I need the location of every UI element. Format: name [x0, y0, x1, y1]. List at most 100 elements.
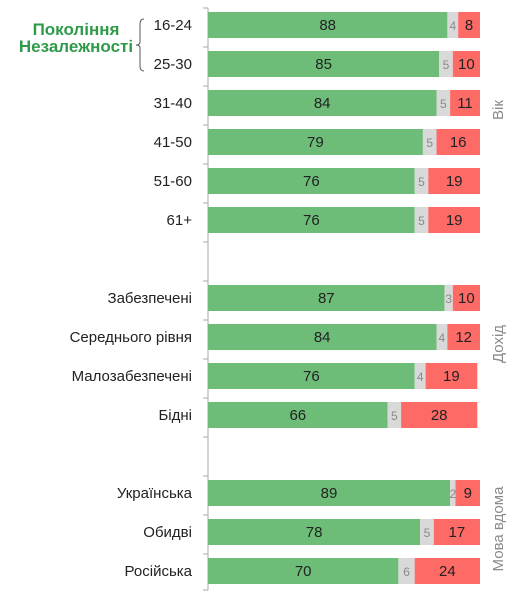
bar-segment-positive	[208, 558, 399, 584]
bar-value-neutral: 5	[424, 526, 431, 540]
bar-value-positive: 88	[319, 17, 336, 34]
highlight-label-line-1: Покоління	[33, 20, 120, 39]
bar-segment-neutral	[450, 480, 456, 506]
bar-value-positive: 76	[303, 368, 320, 385]
category-label: Бідні	[158, 407, 192, 424]
bar-row: 84 4 12	[208, 324, 480, 350]
bar-segment-positive	[208, 12, 448, 38]
bar-value-positive: 66	[289, 407, 306, 424]
bar-segment-neutral	[422, 129, 437, 155]
bar-value-negative: 28	[431, 407, 448, 424]
category-label: 51-60	[154, 173, 192, 190]
group-label: Дохід	[490, 325, 507, 363]
bar-value-neutral: 2	[449, 487, 456, 501]
bar-row: 76 5 19	[208, 168, 480, 194]
bar-row: 78 5 17	[208, 519, 480, 545]
bar-value-negative: 16	[450, 134, 467, 151]
bar-row: 89 2 9	[208, 480, 480, 506]
bar-value-negative: 10	[458, 290, 475, 307]
bar-segment-negative	[455, 480, 480, 506]
bar-segment-negative	[450, 90, 480, 116]
axis-layer	[203, 7, 209, 591]
bar-value-positive: 89	[321, 485, 338, 502]
category-label: Забезпечені	[108, 290, 192, 307]
bar-value-neutral: 5	[391, 409, 398, 423]
bar-row: 66 5 28	[208, 402, 478, 428]
bar-value-negative: 19	[446, 212, 463, 229]
bar-value-neutral: 6	[403, 565, 410, 579]
bar-segment-neutral	[420, 519, 434, 545]
bar-value-neutral: 4	[439, 331, 446, 345]
bar-value-neutral: 4	[417, 370, 424, 384]
bar-value-negative: 9	[464, 485, 472, 502]
bar-value-neutral: 5	[443, 58, 450, 72]
bar-value-positive: 70	[295, 563, 312, 580]
bar-segment-negative	[447, 324, 480, 350]
bar-segment-positive	[208, 480, 451, 506]
bar-segment-positive	[208, 519, 421, 545]
bar-value-positive: 84	[314, 329, 331, 346]
bar-segment-neutral	[398, 558, 415, 584]
bar-value-neutral: 5	[418, 214, 425, 228]
bar-value-negative: 12	[455, 329, 472, 346]
bar-value-positive: 76	[303, 212, 320, 229]
bar-segment-neutral	[436, 90, 451, 116]
bar-value-negative: 17	[449, 524, 466, 541]
category-label: Російська	[125, 563, 193, 580]
highlight-brace	[135, 18, 145, 72]
bar-row: 85 5 10	[208, 51, 480, 77]
bar-segment-negative	[425, 363, 478, 389]
bar-value-negative: 10	[458, 56, 475, 73]
bar-value-positive: 76	[303, 173, 320, 190]
label-layer: 16-24 25-30 31-40 41-50 51-60 61+ Забезпечені С…	[70, 17, 507, 580]
bar-segment-positive	[208, 90, 437, 116]
bar-segment-negative	[452, 51, 480, 77]
category-label: Українська	[117, 485, 193, 502]
bar-segment-neutral	[447, 12, 459, 38]
bar-value-neutral: 4	[449, 19, 456, 33]
bar-segment-positive	[208, 129, 423, 155]
bar-segment-negative	[458, 12, 480, 38]
category-label: 61+	[167, 212, 193, 229]
highlight-annotation: Покоління Незалежності	[19, 18, 145, 72]
category-label: Малозабезпечені	[72, 368, 192, 385]
bar-segment-positive	[208, 51, 440, 77]
bar-value-neutral: 5	[440, 97, 447, 111]
bar-value-positive: 78	[306, 524, 323, 541]
bar-value-neutral: 5	[418, 175, 425, 189]
category-label: 41-50	[154, 134, 192, 151]
bar-value-negative: 24	[439, 563, 456, 580]
bar-segment-negative	[452, 285, 480, 311]
bar-segment-neutral	[444, 285, 453, 311]
bar-segment-positive	[208, 363, 415, 389]
bar-segment-neutral	[414, 363, 426, 389]
bar-segment-positive	[208, 324, 437, 350]
bar-value-positive: 84	[314, 95, 331, 112]
bar-segment-negative	[436, 129, 480, 155]
bar-segment-positive	[208, 168, 415, 194]
bar-value-positive: 87	[318, 290, 335, 307]
bar-value-positive: 79	[307, 134, 324, 151]
group-label: Мова вдома	[490, 486, 507, 572]
bar-value-negative: 19	[443, 368, 460, 385]
bar-row: 88 4 8	[208, 12, 480, 38]
bar-segment-neutral	[436, 324, 448, 350]
bar-row: 76 5 19	[208, 207, 480, 233]
bar-segment-negative	[428, 168, 480, 194]
bar-row: 70 6 24	[208, 558, 480, 584]
bar-segment-positive	[208, 285, 445, 311]
bar-value-neutral: 5	[426, 136, 433, 150]
category-label: 31-40	[154, 95, 192, 112]
bar-row: 79 5 16	[208, 129, 480, 155]
bar-value-negative: 19	[446, 173, 463, 190]
category-label: Середнього рівня	[70, 329, 192, 346]
bar-value-positive: 85	[315, 56, 332, 73]
bar-value-neutral: 3	[445, 292, 452, 306]
bar-segment-neutral	[414, 207, 429, 233]
highlight-label-line-2: Незалежності	[19, 37, 133, 56]
bar-row: 76 4 19	[208, 363, 478, 389]
bar-value-negative: 8	[465, 17, 473, 34]
bar-segment-negative	[433, 519, 480, 545]
